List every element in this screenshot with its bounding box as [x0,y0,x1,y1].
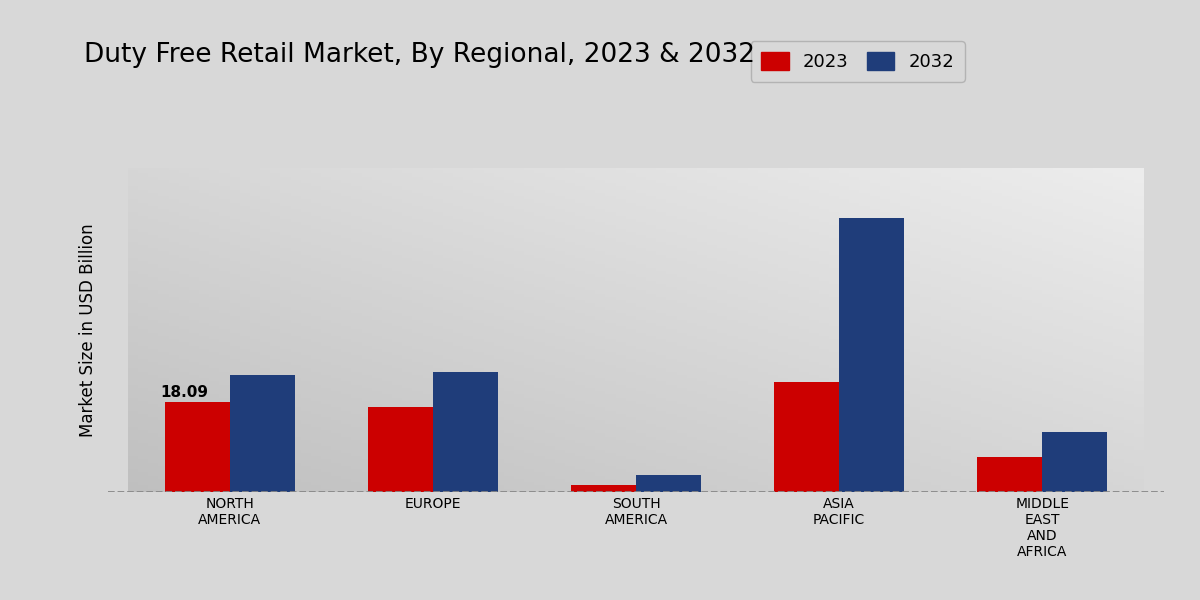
Text: Duty Free Retail Market, By Regional, 2023 & 2032: Duty Free Retail Market, By Regional, 20… [84,42,755,68]
Bar [164,402,230,492]
Bar [433,373,498,492]
Y-axis label: Market Size in USD Billion: Market Size in USD Billion [79,223,97,437]
Bar [571,485,636,492]
Bar [839,218,904,492]
Bar [1042,432,1108,492]
Bar [230,375,295,492]
Bar [977,457,1042,492]
Bar [774,382,839,492]
Legend: 2023, 2032: 2023, 2032 [751,41,965,82]
Bar [368,407,433,492]
Bar [636,475,701,492]
Text: 18.09: 18.09 [161,385,209,400]
